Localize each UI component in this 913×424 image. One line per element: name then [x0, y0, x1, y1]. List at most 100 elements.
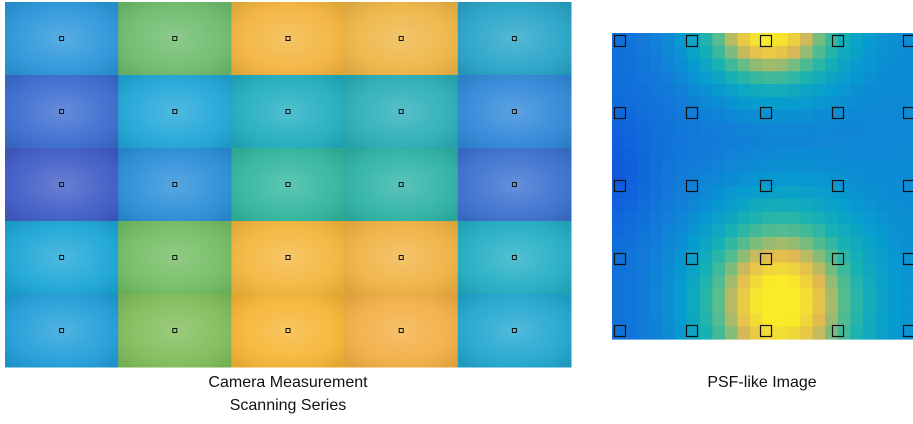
psf-pixel	[850, 314, 863, 327]
psf-pixel	[850, 135, 863, 148]
psf-pixel	[813, 250, 826, 263]
psf-pixel	[675, 224, 688, 237]
psf-pixel	[775, 161, 788, 174]
psf-pixel	[900, 237, 913, 250]
psf-pixel	[900, 110, 913, 123]
psf-pixel	[800, 186, 813, 199]
psf-pixel	[863, 314, 876, 327]
psf-pixel	[813, 288, 826, 301]
tile-shade	[345, 148, 459, 222]
psf-pixel	[813, 71, 826, 84]
psf-pixel	[888, 288, 901, 301]
psf-pixel	[675, 275, 688, 288]
psf-pixel	[650, 212, 663, 225]
psf-pixel	[662, 110, 675, 123]
psf-pixel	[850, 288, 863, 301]
psf-pixel	[625, 148, 638, 161]
psf-pixel	[625, 71, 638, 84]
psf-pixel	[900, 199, 913, 212]
psf-pixel	[650, 237, 663, 250]
psf-pixel	[775, 135, 788, 148]
psf-pixel	[763, 84, 776, 97]
psf-pixel	[637, 33, 650, 46]
psf-pixel	[788, 224, 801, 237]
psf-pixel	[900, 301, 913, 314]
psf-pixel	[612, 288, 625, 301]
psf-pixel	[888, 314, 901, 327]
psf-pixel	[750, 110, 763, 123]
psf-pixel	[737, 224, 750, 237]
psf-pixel	[662, 122, 675, 135]
psf-pixel	[687, 135, 700, 148]
psf-pixel	[813, 237, 826, 250]
psf-pixel	[650, 250, 663, 263]
psf-pixel	[850, 250, 863, 263]
psf-pixel	[650, 161, 663, 174]
psf-pixel	[788, 186, 801, 199]
psf-pixel	[687, 314, 700, 327]
psf-pixel	[650, 135, 663, 148]
psf-pixel	[813, 161, 826, 174]
psf-pixel	[700, 59, 713, 72]
psf-pixel	[763, 122, 776, 135]
psf-pixel	[725, 173, 738, 186]
psf-pixel	[888, 122, 901, 135]
psf-pixel	[850, 263, 863, 276]
psf-pixel	[662, 275, 675, 288]
psf-pixel	[800, 250, 813, 263]
psf-pixel	[788, 275, 801, 288]
psf-pixel	[875, 275, 888, 288]
psf-pixel	[725, 250, 738, 263]
psf-pixel	[900, 59, 913, 72]
psf-pixel	[712, 212, 725, 225]
psf-pixel	[825, 237, 838, 250]
psf-pixel	[750, 199, 763, 212]
tile-shade	[5, 148, 119, 222]
psf-pixel	[863, 110, 876, 123]
psf-pixel	[750, 326, 763, 339]
psf-pixel	[675, 237, 688, 250]
psf-pixel	[750, 84, 763, 97]
psf-pixel	[625, 186, 638, 199]
psf-pixel	[800, 97, 813, 110]
psf-pixel	[825, 275, 838, 288]
psf-pixel	[662, 173, 675, 186]
psf-pixel	[813, 110, 826, 123]
psf-pixel	[700, 97, 713, 110]
psf-pixel	[825, 250, 838, 263]
psf-pixel	[875, 212, 888, 225]
psf-pixel	[825, 288, 838, 301]
caption: Scanning Series	[230, 397, 347, 414]
psf-pixel	[813, 326, 826, 339]
psf-pixel	[838, 161, 851, 174]
psf-pixel	[662, 33, 675, 46]
psf-pixel	[850, 326, 863, 339]
psf-pixel	[875, 46, 888, 59]
psf-pixel	[850, 161, 863, 174]
psf-pixel	[712, 250, 725, 263]
psf-pixel	[687, 275, 700, 288]
psf-pixel	[700, 122, 713, 135]
psf-pixel	[838, 250, 851, 263]
psf-pixel	[763, 326, 776, 339]
psf-pixel	[700, 148, 713, 161]
psf-pixel	[875, 237, 888, 250]
psf-pixel	[712, 263, 725, 276]
psf-pixel	[687, 326, 700, 339]
psf-pixel	[763, 161, 776, 174]
psf-pixel	[712, 59, 725, 72]
psf-pixel	[712, 161, 725, 174]
psf-pixel	[737, 71, 750, 84]
psf-pixel	[888, 212, 901, 225]
psf-pixel	[813, 199, 826, 212]
psf-pixel	[625, 301, 638, 314]
psf-pixel	[650, 326, 663, 339]
psf-pixel	[875, 288, 888, 301]
psf-pixel	[888, 46, 901, 59]
psf-pixel	[725, 148, 738, 161]
psf-pixel	[850, 59, 863, 72]
psf-pixel	[650, 110, 663, 123]
psf-pixel	[863, 173, 876, 186]
